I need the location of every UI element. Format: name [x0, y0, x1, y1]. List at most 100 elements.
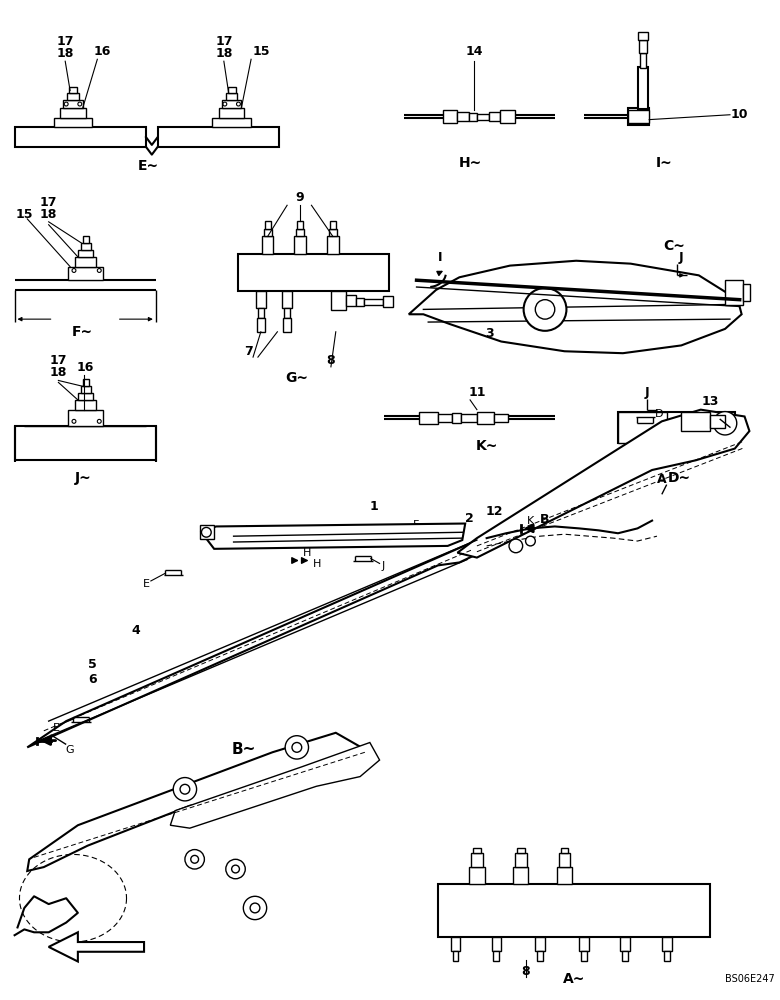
Bar [640, 40, 647, 53]
Polygon shape [170, 743, 380, 828]
Bar [264, 229, 271, 236]
Bar [537, 951, 543, 961]
Bar [579, 937, 589, 951]
Text: E: E [268, 526, 275, 536]
Bar [239, 254, 389, 291]
Bar [438, 884, 711, 937]
Circle shape [523, 288, 566, 331]
Text: F~: F~ [73, 325, 94, 339]
Text: 17: 17 [50, 354, 67, 367]
Text: A: A [657, 473, 667, 486]
Bar [477, 412, 495, 424]
Bar [513, 867, 529, 884]
Text: E: E [143, 579, 150, 589]
Bar [297, 221, 303, 229]
Bar [622, 951, 628, 961]
Bar [75, 257, 97, 267]
Text: BS06E247: BS06E247 [725, 974, 775, 984]
Bar [331, 291, 346, 310]
Bar [681, 412, 711, 431]
Bar [68, 410, 103, 426]
Circle shape [225, 859, 245, 879]
Bar [473, 848, 480, 853]
Text: I: I [438, 251, 442, 264]
Text: 17: 17 [40, 196, 58, 209]
Bar [457, 112, 469, 121]
Text: J: J [382, 561, 385, 571]
Bar [535, 937, 545, 951]
Bar [262, 236, 274, 254]
Bar [329, 229, 337, 236]
Circle shape [509, 539, 523, 553]
Text: I~: I~ [655, 156, 672, 170]
Bar [200, 525, 215, 539]
Bar [438, 414, 452, 422]
Bar [618, 412, 667, 443]
Bar [443, 110, 457, 123]
Text: H~: H~ [459, 156, 482, 170]
Bar [222, 100, 241, 108]
Text: 16: 16 [94, 45, 111, 58]
Bar [495, 414, 508, 422]
Text: 5: 5 [88, 658, 97, 671]
Text: D~: D~ [668, 471, 691, 485]
Bar [356, 298, 364, 306]
Bar [346, 295, 356, 306]
Text: J: J [645, 386, 650, 399]
Bar [75, 400, 97, 410]
Bar [67, 93, 79, 100]
Bar [264, 221, 271, 229]
Bar [284, 308, 290, 318]
Text: 8: 8 [327, 354, 335, 367]
Text: A~: A~ [563, 972, 586, 986]
Bar [256, 291, 266, 308]
Bar [78, 250, 94, 257]
Bar [517, 848, 525, 853]
Bar [628, 108, 649, 125]
Bar [639, 32, 648, 40]
Bar [282, 291, 292, 308]
Text: 1: 1 [370, 500, 378, 513]
Bar [15, 127, 146, 147]
Polygon shape [201, 524, 465, 549]
Text: H: H [303, 548, 312, 558]
Text: H: H [313, 559, 321, 569]
Text: 12: 12 [486, 505, 503, 518]
Bar [68, 267, 103, 280]
Bar [258, 308, 264, 318]
Bar [225, 93, 237, 100]
Bar [477, 114, 488, 120]
Circle shape [173, 778, 197, 801]
Text: E~: E~ [137, 159, 158, 173]
Text: 13: 13 [702, 395, 719, 408]
Bar [452, 413, 461, 423]
Bar [283, 318, 291, 332]
Text: 18: 18 [40, 208, 58, 221]
Bar [471, 853, 483, 867]
Bar [83, 236, 89, 243]
Text: 18: 18 [56, 47, 74, 60]
Bar [469, 113, 477, 121]
Bar [488, 112, 500, 121]
Text: K~: K~ [476, 439, 498, 453]
Bar [452, 951, 459, 961]
Bar [212, 118, 251, 127]
Text: C~: C~ [664, 239, 686, 253]
Bar [327, 236, 339, 254]
Text: 8: 8 [521, 965, 530, 978]
Bar [219, 108, 244, 118]
Bar [515, 853, 527, 867]
Text: 17: 17 [215, 35, 232, 48]
Bar [558, 853, 570, 867]
Bar [294, 236, 306, 254]
Bar [639, 67, 648, 109]
Bar [620, 937, 629, 951]
Bar [561, 848, 569, 853]
Bar [158, 127, 279, 147]
Text: C: C [360, 531, 368, 541]
Bar [81, 243, 90, 250]
Bar [494, 951, 499, 961]
Text: B~: B~ [231, 742, 256, 757]
Text: J: J [679, 251, 683, 264]
Bar [60, 108, 86, 118]
